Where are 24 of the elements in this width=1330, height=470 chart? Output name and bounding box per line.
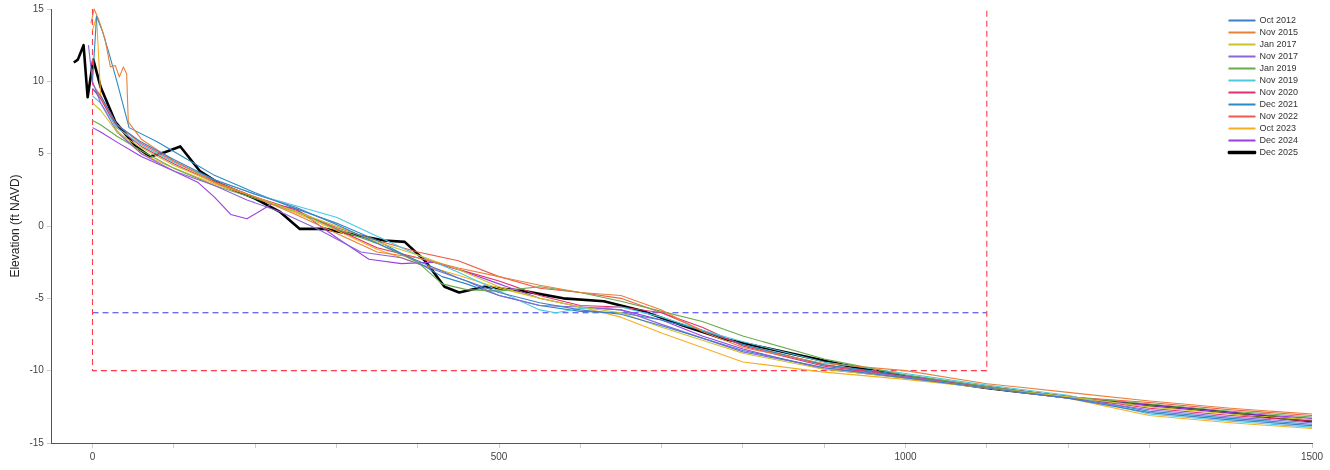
y-tick-label: 0 [38, 219, 45, 231]
y-tick-label: 10 [32, 75, 45, 87]
legend-label: Nov 2017 [1259, 50, 1298, 61]
x-tick-label: 500 [490, 450, 508, 462]
legend-label: Nov 2015 [1259, 26, 1298, 37]
x-tick-label: 1500 [1300, 450, 1324, 462]
y-tick-label: -5 [34, 292, 45, 304]
y-tick-label: 5 [38, 147, 45, 159]
y-tick-label: 15 [32, 2, 45, 14]
legend-label: Dec 2024 [1259, 134, 1298, 145]
legend-label: Dec 2021 [1259, 98, 1298, 109]
x-tick-label: 0 [89, 450, 96, 462]
x-tick-label: 1000 [894, 450, 918, 462]
legend-label: Nov 2019 [1259, 74, 1298, 85]
y-tick-label: -10 [29, 364, 45, 376]
legend-label: Jan 2017 [1259, 38, 1297, 49]
legend-label: Oct 2012 [1259, 14, 1296, 25]
legend-label: Nov 2022 [1259, 110, 1298, 121]
y-tick-label: -15 [29, 436, 45, 448]
legend-label: Nov 2020 [1259, 86, 1298, 97]
legend-label: Jan 2019 [1259, 62, 1297, 73]
y-axis-title: Elevation (ft NAVD) [7, 174, 22, 278]
legend-label: Oct 2023 [1259, 122, 1296, 133]
legend-label: Dec 2025 [1259, 146, 1298, 157]
